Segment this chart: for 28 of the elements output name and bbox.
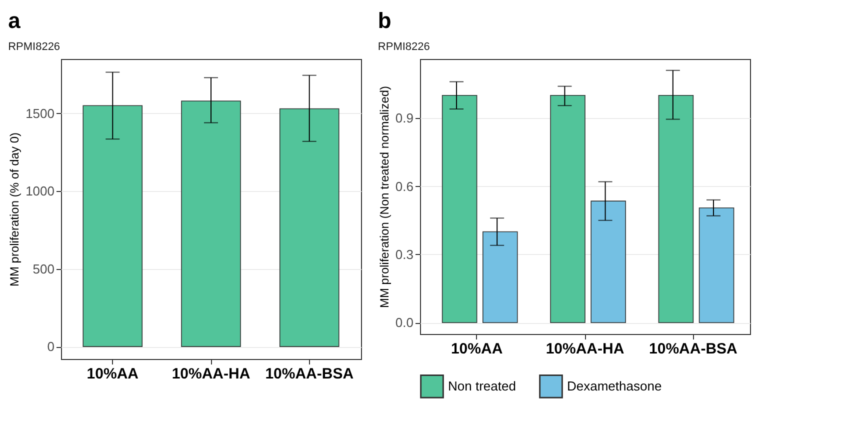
y-axis-title: MM proliferation (Non treated normalized)	[377, 86, 392, 308]
legend-label: Non treated	[448, 378, 516, 394]
legend-label: Dexamethasone	[567, 378, 662, 394]
y-tick-label: 1000	[26, 184, 54, 199]
x-tick-label: 10%AA-BSA	[265, 366, 354, 382]
bar	[550, 94, 586, 324]
y-axis-title: MM proliferation (% of day 0)	[8, 132, 22, 287]
bar	[658, 94, 694, 324]
bar	[482, 231, 518, 324]
chart-title: b	[378, 8, 392, 33]
bar	[590, 200, 626, 324]
y-tick-label: 0.0	[395, 315, 414, 330]
y-tick-label: 0.9	[395, 110, 414, 126]
y-tick-label: 0.6	[395, 178, 414, 194]
x-tick-label: 10%AA-HA	[546, 340, 624, 358]
y-tick-label: 0.3	[395, 246, 414, 262]
y-tick-label: 1500	[26, 106, 54, 121]
chart-subtitle: RPMI8226	[378, 41, 430, 53]
x-tick-label: 10%AA-HA	[172, 366, 250, 382]
bar	[442, 94, 478, 324]
chart-title: a	[8, 8, 22, 33]
x-tick-label: 10%AA	[86, 366, 139, 382]
y-tick-label: 0	[47, 339, 54, 354]
y-tick-label: 500	[32, 261, 54, 276]
x-tick-label: 10%AA-BSA	[649, 340, 738, 358]
bar	[698, 207, 734, 324]
x-tick-label: 10%AA	[450, 340, 503, 358]
chart-subtitle: RPMI8226	[8, 41, 60, 53]
